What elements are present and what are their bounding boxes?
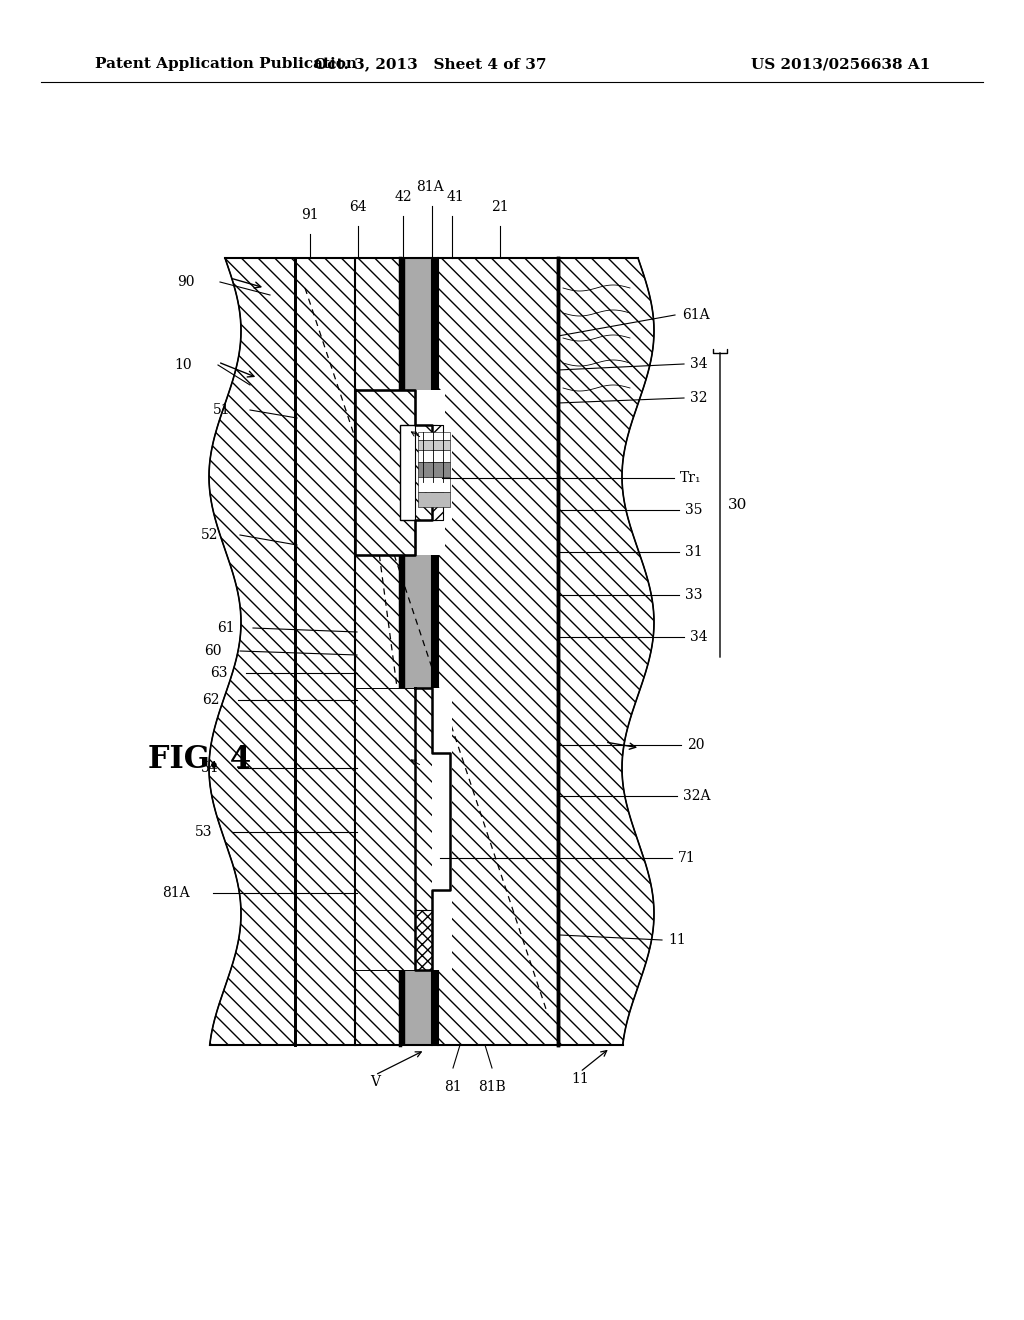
Bar [355,688,415,970]
Bar [418,440,450,450]
Text: 34: 34 [690,356,708,371]
Text: 54: 54 [201,762,218,775]
Text: Patent Application Publication: Patent Application Publication [95,57,357,71]
Text: 32: 32 [690,391,708,405]
Text: 63: 63 [211,667,228,680]
Text: Tr₁: Tr₁ [680,471,701,484]
Bar [438,257,558,1045]
Text: 91: 91 [301,209,318,222]
Text: 51: 51 [212,403,230,417]
Text: 41: 41 [446,190,464,205]
Text: 42: 42 [394,190,412,205]
Bar [437,425,443,520]
Text: 11: 11 [571,1072,589,1086]
Text: 10: 10 [174,358,193,372]
Text: 30: 30 [728,498,748,512]
Text: 53: 53 [195,825,212,840]
Bar [406,257,432,1045]
Text: 11: 11 [668,933,686,946]
Bar [418,432,450,440]
Polygon shape [355,389,415,554]
Bar [432,495,443,520]
Text: 21: 21 [492,201,509,214]
Polygon shape [415,688,450,970]
Text: 81A: 81A [163,886,190,900]
Bar [355,389,445,554]
Bar [418,450,450,462]
Bar [355,688,452,970]
Text: 71: 71 [678,851,695,865]
Bar [432,257,438,1045]
Bar [415,425,452,520]
Text: FIG. 4: FIG. 4 [148,744,251,776]
Bar [355,257,400,1045]
Text: 20: 20 [687,738,705,752]
Bar [418,462,450,477]
Text: 62: 62 [203,693,220,708]
Text: 81B: 81B [478,1080,506,1094]
Text: 33: 33 [685,587,702,602]
Bar [415,909,432,970]
Bar [432,450,443,495]
Text: 31: 31 [685,545,702,558]
Bar [432,425,443,450]
Text: 60: 60 [205,644,222,657]
Text: 61A: 61A [682,308,710,322]
Bar [418,477,450,492]
Polygon shape [558,257,654,1045]
Text: 35: 35 [685,503,702,517]
Bar [400,257,406,1045]
Text: 81A: 81A [416,180,443,194]
Text: 32A: 32A [683,789,711,803]
Text: 52: 52 [201,528,218,543]
Polygon shape [209,257,295,1045]
Text: US 2013/0256638 A1: US 2013/0256638 A1 [751,57,930,71]
Text: 34: 34 [690,630,708,644]
Text: 61: 61 [217,620,234,635]
Bar [432,752,450,890]
Text: 64: 64 [349,201,367,214]
Text: 90: 90 [177,275,195,289]
Bar [418,492,450,507]
Text: 81: 81 [444,1080,462,1094]
Text: Oct. 3, 2013   Sheet 4 of 37: Oct. 3, 2013 Sheet 4 of 37 [313,57,546,71]
Bar [415,425,437,520]
Text: V: V [370,1074,380,1089]
Bar [295,257,355,1045]
